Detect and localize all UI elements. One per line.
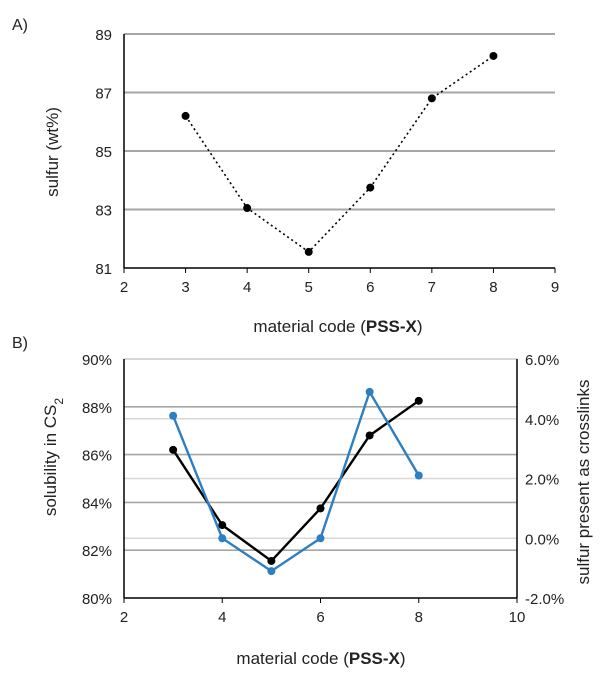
crosslinks-data-point: [414, 471, 423, 480]
y-tick-label: 82%: [82, 543, 112, 560]
panel-b: B) 2 4 6 8 10 80% 82% 84% 86% 88% 90% -2.0% 0.0% 2.…: [12, 335, 593, 668]
y2-tick-label: 2.0%: [525, 472, 559, 489]
solubility-data-point: [169, 445, 178, 454]
crosslinks-data-point: [365, 387, 374, 396]
panel-b-axes: [123, 359, 518, 603]
y-tick-label: 83: [95, 203, 112, 220]
panel-b-series: [169, 387, 423, 576]
y-tick-label: 87: [95, 86, 112, 103]
x-tick-label: 9: [551, 279, 559, 296]
x-tick-label: 6: [366, 279, 374, 296]
x-tick-label: 10: [509, 609, 526, 626]
x-tick-label: 5: [305, 279, 313, 296]
crosslinks-data-point: [218, 534, 227, 543]
solubility-data-point: [365, 431, 374, 440]
panel-a-series: [181, 51, 498, 256]
x-tick-label: 6: [316, 609, 324, 626]
data-point: [243, 204, 252, 213]
y-tick-label: 81: [95, 261, 112, 278]
panel-a-label: A): [12, 17, 28, 34]
y2-tick-label: 6.0%: [525, 352, 559, 369]
y-tick-label: 90%: [82, 352, 112, 369]
y2-tick-label: 4.0%: [525, 412, 559, 429]
data-point: [366, 183, 375, 192]
data-point: [181, 111, 190, 120]
panel-b-label: B): [12, 335, 28, 352]
data-point: [427, 94, 436, 103]
solubility-data-point: [267, 556, 276, 565]
y-tick-label: 84%: [82, 495, 112, 512]
x-tick-label: 4: [243, 279, 251, 296]
crosslinks-data-point: [169, 411, 178, 420]
y-tick-label: 85: [95, 144, 112, 161]
panel-a-y-tick-labels: 81 83 85 87 89: [95, 27, 112, 278]
crosslinks-series-line: [172, 388, 420, 573]
y-tick-label: 86%: [82, 448, 112, 465]
y2-tick-label: 0.0%: [525, 531, 559, 548]
x-tick-label: 8: [415, 609, 423, 626]
panel-b-gridlines: [124, 358, 517, 552]
x-tick-label: 2: [120, 279, 128, 296]
solubility-data-point: [316, 504, 325, 513]
panel-b-x-tick-labels: 2 4 6 8 10: [120, 609, 526, 626]
x-tick-label: 7: [428, 279, 436, 296]
crosslinks-data-point: [267, 567, 276, 576]
solubility-data-point: [218, 521, 227, 530]
crosslinks-data-point: [316, 534, 325, 543]
solubility-series-line: [172, 399, 420, 563]
x-tick-label: 3: [181, 279, 189, 296]
panel-a-x-tick-labels: 2 3 4 5 6 7 8 9: [120, 279, 559, 296]
panel-a-gridlines: [124, 33, 555, 211]
solubility-data-point: [414, 396, 423, 405]
x-tick-label: 2: [120, 609, 128, 626]
panel-b-y2-axis-title: sulfur present as crosslinks: [574, 379, 593, 584]
panel-a-axes: [123, 34, 556, 273]
y2-tick-label: -2.0%: [525, 591, 564, 608]
y-tick-label: 80%: [82, 591, 112, 608]
panel-b-x-axis-title: material code (PSS-X): [236, 649, 405, 668]
y-tick-label: 89: [95, 27, 112, 44]
y-tick-label: 88%: [82, 400, 112, 417]
data-point: [489, 51, 498, 60]
x-tick-label: 4: [218, 609, 226, 626]
panel-b-y2-tick-labels: -2.0% 0.0% 2.0% 4.0% 6.0%: [525, 352, 564, 608]
data-point: [304, 247, 313, 256]
panel-a-y-axis-title: sulfur (wt%): [43, 107, 62, 197]
x-tick-label: 8: [489, 279, 497, 296]
panel-a-x-axis-title: material code (PSS-X): [253, 317, 422, 336]
series-line: [184, 55, 494, 253]
panel-b-y-tick-labels: 80% 82% 84% 86% 88% 90%: [82, 352, 112, 608]
panel-b-y-axis-title: solubility in CS2: [41, 398, 66, 517]
